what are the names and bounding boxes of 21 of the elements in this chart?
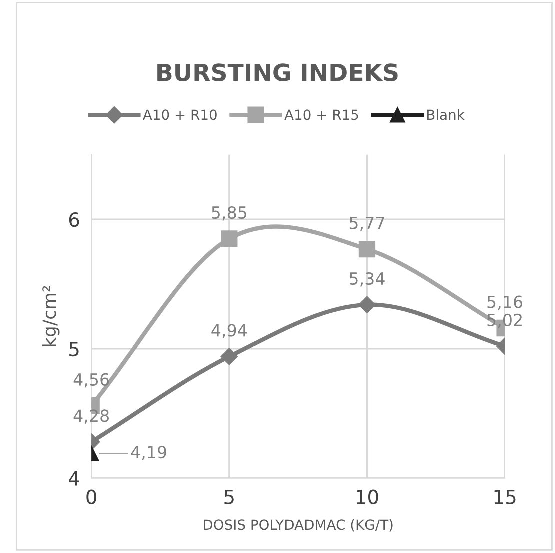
- legend-label: Blank: [428, 109, 465, 120]
- data-label: 4,28: [74, 410, 109, 424]
- y-tick-label: 6: [69, 212, 80, 228]
- legend-label: A10 + R10: [142, 110, 217, 120]
- x-tick-label: 0: [86, 490, 96, 505]
- data-label: 4,19: [131, 446, 166, 460]
- chart-title: BURSTING INDEKS: [158, 64, 398, 82]
- data-label: 5,77: [350, 217, 384, 232]
- data-label: 5,16: [488, 296, 523, 310]
- data-label: 4,56: [74, 373, 110, 388]
- x-tick-label: 10: [356, 490, 378, 505]
- y-axis-title: kg/cm²: [42, 286, 60, 346]
- data-label: 5,85: [212, 206, 246, 221]
- y-tick-label: 5: [70, 342, 79, 357]
- x-tick-label: 5: [224, 490, 234, 505]
- x-axis-title: DOSIS POLYDADMAC (KG/T): [204, 519, 393, 532]
- data-label: 4,94: [212, 324, 248, 339]
- legend-label: A10 + R15: [284, 110, 358, 120]
- x-tick-label: 15: [494, 490, 516, 505]
- y-tick-label: 4: [69, 472, 80, 486]
- data-label: 5,34: [350, 272, 385, 287]
